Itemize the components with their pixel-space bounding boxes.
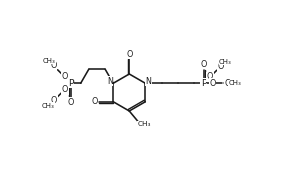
Text: O: O — [51, 96, 57, 105]
Text: O: O — [217, 62, 224, 71]
Text: CH₃: CH₃ — [42, 103, 55, 109]
Text: O: O — [91, 97, 97, 106]
Text: O: O — [50, 61, 57, 70]
Text: O: O — [61, 85, 68, 94]
Text: O: O — [61, 73, 68, 81]
Text: CH₃: CH₃ — [219, 58, 232, 65]
Text: N: N — [107, 77, 113, 85]
Text: O: O — [207, 73, 213, 81]
Text: N: N — [146, 77, 152, 85]
Text: O: O — [126, 50, 133, 58]
Text: O: O — [209, 79, 216, 88]
Text: O: O — [68, 98, 74, 107]
Text: P: P — [68, 79, 74, 88]
Text: CH₃: CH₃ — [42, 58, 55, 64]
Text: CH₃: CH₃ — [137, 121, 151, 127]
Text: O: O — [224, 79, 231, 88]
Text: P: P — [201, 79, 206, 88]
Text: O: O — [201, 60, 207, 69]
Text: CH₃: CH₃ — [229, 80, 241, 86]
